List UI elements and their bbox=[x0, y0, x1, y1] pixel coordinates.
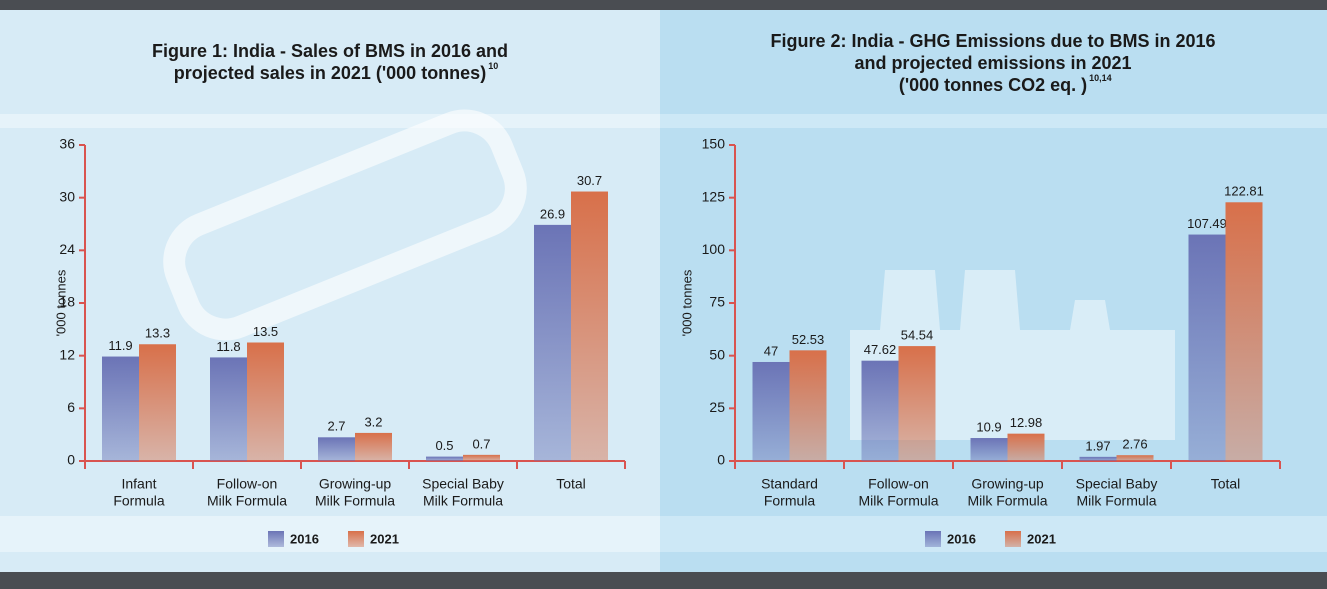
bar bbox=[426, 457, 463, 461]
y-tick-label: 50 bbox=[709, 346, 725, 362]
bar bbox=[571, 192, 608, 461]
value-label: 13.5 bbox=[253, 324, 278, 339]
x-tick-label: Milk Formula bbox=[858, 493, 938, 509]
value-label: 30.7 bbox=[577, 173, 602, 188]
y-tick-label: 75 bbox=[709, 294, 725, 310]
value-label: 2.76 bbox=[1122, 437, 1147, 452]
x-tick-label: Follow-on bbox=[217, 476, 278, 492]
y-tick-label: 0 bbox=[67, 452, 75, 468]
value-label: 12.98 bbox=[1010, 415, 1043, 430]
value-label: 0.7 bbox=[472, 436, 490, 451]
value-label: 11.9 bbox=[108, 338, 132, 353]
bar bbox=[1008, 434, 1045, 461]
value-label: 0.5 bbox=[435, 438, 453, 453]
chart-title: projected sales in 2021 ('000 tonnes) bbox=[174, 63, 486, 83]
bar bbox=[899, 346, 936, 461]
value-label: 107.49 bbox=[1187, 216, 1227, 231]
band bbox=[660, 516, 1327, 552]
bar bbox=[971, 438, 1008, 461]
bar bbox=[534, 225, 571, 461]
bar bbox=[102, 357, 139, 461]
x-tick-label: Milk Formula bbox=[315, 493, 395, 509]
x-tick-label: Formula bbox=[764, 493, 816, 509]
y-tick-label: 12 bbox=[59, 346, 75, 362]
bar bbox=[1226, 202, 1263, 461]
bar bbox=[790, 350, 827, 461]
y-tick-label: 100 bbox=[702, 241, 726, 257]
bar bbox=[1080, 457, 1117, 461]
chart-title: and projected emissions in 2021 bbox=[854, 53, 1131, 73]
bar bbox=[318, 437, 355, 461]
y-tick-label: 125 bbox=[702, 188, 726, 204]
bar bbox=[753, 362, 790, 461]
x-tick-label: Milk Formula bbox=[967, 493, 1047, 509]
page: Figure 1: India - Sales of BMS in 2016 a… bbox=[0, 0, 1327, 589]
x-tick-label: Total bbox=[1211, 476, 1241, 492]
x-tick-label: Standard bbox=[761, 476, 818, 492]
legend-label: 2021 bbox=[1027, 531, 1056, 546]
value-label: 11.8 bbox=[216, 339, 240, 354]
x-tick-label: Milk Formula bbox=[1076, 493, 1156, 509]
chart-title: Figure 1: India - Sales of BMS in 2016 a… bbox=[152, 41, 508, 61]
x-tick-label: Special Baby bbox=[1076, 476, 1158, 492]
band bbox=[0, 516, 660, 552]
legend-swatch bbox=[268, 531, 284, 547]
value-label: 1.97 bbox=[1085, 438, 1110, 453]
bar bbox=[247, 343, 284, 462]
legend-label: 2016 bbox=[947, 531, 976, 546]
value-label: 52.53 bbox=[792, 332, 825, 347]
chart-title: ('000 tonnes CO2 eq. ) bbox=[899, 75, 1087, 95]
x-tick-label: Growing-up bbox=[319, 476, 392, 492]
chart-title: Figure 2: India - GHG Emissions due to B… bbox=[770, 31, 1215, 51]
y-axis-title: '000 tonnes bbox=[53, 269, 68, 336]
title-superscript: 10 bbox=[488, 61, 498, 71]
legend-swatch bbox=[925, 531, 941, 547]
value-label: 3.2 bbox=[364, 414, 382, 429]
title-superscript: 10,14 bbox=[1089, 73, 1112, 83]
x-tick-label: Infant bbox=[121, 476, 156, 492]
y-tick-label: 36 bbox=[59, 136, 75, 152]
bar bbox=[862, 361, 899, 461]
value-label: 26.9 bbox=[540, 206, 565, 221]
value-label: 54.54 bbox=[901, 328, 934, 343]
y-tick-label: 24 bbox=[59, 241, 75, 257]
y-tick-label: 0 bbox=[717, 452, 725, 468]
value-label: 47.62 bbox=[864, 342, 897, 357]
value-label: 122.81 bbox=[1224, 184, 1264, 199]
y-tick-label: 150 bbox=[702, 136, 726, 152]
value-label: 2.7 bbox=[327, 419, 345, 434]
band bbox=[660, 114, 1327, 128]
bar bbox=[355, 433, 392, 461]
value-label: 13.3 bbox=[145, 326, 170, 341]
x-tick-label: Milk Formula bbox=[207, 493, 287, 509]
bar bbox=[139, 344, 176, 461]
legend-swatch bbox=[1005, 531, 1021, 547]
x-tick-label: Total bbox=[556, 476, 586, 492]
x-tick-label: Growing-up bbox=[971, 476, 1044, 492]
legend-label: 2016 bbox=[290, 531, 319, 546]
value-label: 47 bbox=[764, 343, 778, 358]
y-tick-label: 30 bbox=[59, 188, 75, 204]
x-tick-label: Formula bbox=[113, 493, 165, 509]
band bbox=[0, 114, 660, 128]
x-tick-label: Milk Formula bbox=[423, 493, 503, 509]
bar bbox=[463, 455, 500, 461]
y-tick-label: 25 bbox=[709, 399, 725, 415]
x-tick-label: Special Baby bbox=[422, 476, 504, 492]
y-tick-label: 6 bbox=[67, 399, 75, 415]
bar bbox=[1117, 455, 1154, 461]
bar bbox=[210, 357, 247, 461]
bar bbox=[1189, 235, 1226, 461]
y-axis-title: '000 tonnes bbox=[679, 269, 694, 336]
x-tick-label: Follow-on bbox=[868, 476, 929, 492]
legend-swatch bbox=[348, 531, 364, 547]
legend-label: 2021 bbox=[370, 531, 399, 546]
value-label: 10.9 bbox=[976, 419, 1001, 434]
